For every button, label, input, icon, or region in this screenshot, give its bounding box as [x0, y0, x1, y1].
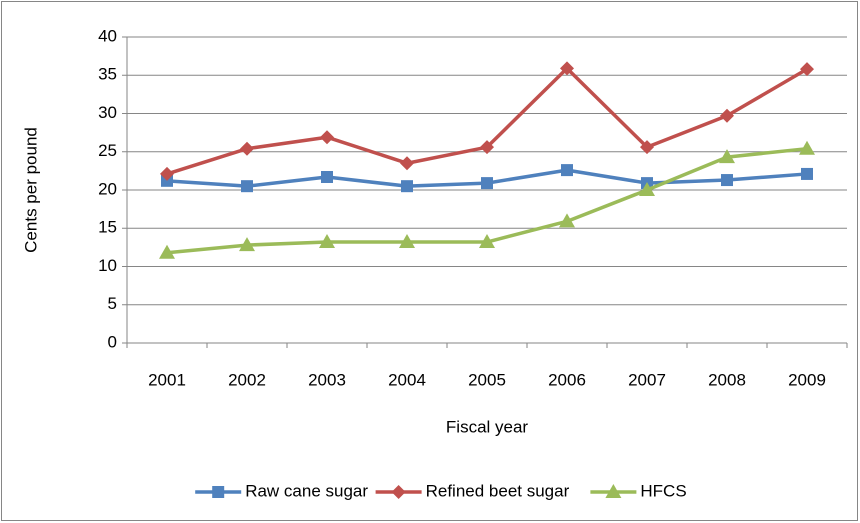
legend-marker: [605, 484, 622, 498]
marker: [561, 164, 573, 177]
x-axis-title: Fiscal year: [446, 417, 529, 436]
marker: [320, 130, 334, 145]
x-tick-label: 2007: [628, 370, 666, 389]
y-tick-label: 25: [98, 141, 117, 160]
marker: [401, 180, 413, 193]
marker: [481, 177, 493, 190]
marker: [400, 156, 414, 171]
legend-label: Raw cane sugar: [245, 481, 368, 500]
x-tick-label: 2006: [548, 370, 586, 389]
legend-label: HFCS: [640, 481, 686, 500]
marker: [319, 234, 335, 249]
marker: [240, 141, 254, 156]
x-tick-label: 2008: [708, 370, 746, 389]
marker: [399, 234, 415, 249]
y-tick-label: 35: [98, 65, 117, 84]
x-tick-label: 2003: [308, 370, 346, 389]
y-axis-title: Cents per pound: [21, 127, 40, 253]
y-tick-label: 20: [98, 179, 117, 198]
marker: [719, 149, 735, 164]
x-tick-label: 2004: [388, 370, 426, 389]
marker: [321, 170, 333, 183]
x-tick-label: 2001: [148, 370, 186, 389]
marker: [799, 140, 815, 155]
marker: [160, 166, 174, 181]
marker: [239, 237, 255, 252]
marker: [639, 182, 655, 196]
marker: [159, 244, 175, 259]
marker: [721, 174, 733, 187]
legend-label: Refined beet sugar: [426, 481, 570, 500]
y-tick-label: 40: [98, 26, 117, 45]
marker: [241, 180, 253, 193]
x-tick-label: 2005: [468, 370, 506, 389]
marker: [640, 140, 654, 155]
marker: [560, 61, 574, 76]
marker: [480, 140, 494, 155]
marker: [800, 62, 814, 77]
y-tick-label: 0: [108, 332, 117, 351]
marker: [559, 213, 575, 228]
legend-marker: [391, 485, 406, 499]
x-tick-label: 2002: [228, 370, 266, 389]
x-tick-label: 2009: [788, 370, 826, 389]
y-tick-label: 15: [98, 218, 117, 237]
y-tick-label: 10: [98, 256, 117, 275]
y-tick-label: 5: [108, 294, 117, 313]
marker: [720, 108, 734, 123]
legend: Raw cane sugar Refined beet sugar HFCS: [195, 481, 687, 500]
y-tick-label: 30: [98, 103, 117, 122]
marker: [479, 234, 495, 249]
legend-marker: [212, 486, 225, 498]
marker: [801, 167, 813, 180]
